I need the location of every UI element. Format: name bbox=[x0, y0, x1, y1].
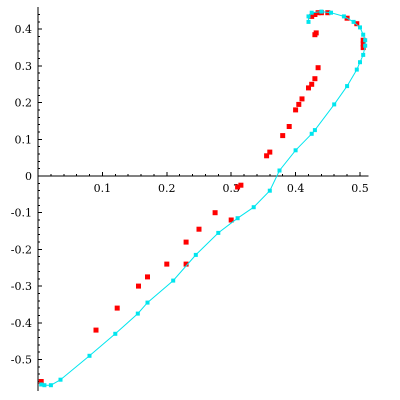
data-point bbox=[306, 19, 311, 24]
data-point bbox=[48, 383, 53, 388]
data-point bbox=[39, 382, 44, 387]
data-point bbox=[299, 96, 305, 102]
data-point bbox=[183, 261, 189, 267]
data-point bbox=[309, 131, 314, 136]
data-point bbox=[114, 305, 120, 311]
data-point bbox=[315, 10, 321, 16]
data-point bbox=[93, 327, 99, 333]
data-point bbox=[345, 84, 350, 89]
data-point bbox=[293, 107, 299, 113]
y-tick-label: 0.1 bbox=[15, 133, 33, 146]
data-point bbox=[306, 85, 311, 91]
data-point bbox=[341, 14, 346, 19]
data-point bbox=[351, 19, 356, 24]
y-tick-label: -0.2 bbox=[11, 243, 32, 256]
data-point bbox=[235, 216, 240, 221]
data-point bbox=[136, 283, 141, 289]
y-tick-label: 0.3 bbox=[15, 60, 33, 73]
data-point bbox=[354, 21, 360, 27]
data-point bbox=[171, 278, 176, 283]
data-point bbox=[286, 124, 292, 129]
data-point bbox=[361, 32, 366, 37]
data-point bbox=[312, 12, 318, 17]
data-point bbox=[38, 379, 44, 384]
data-point bbox=[228, 217, 234, 223]
data-point bbox=[193, 252, 198, 257]
data-point bbox=[329, 10, 333, 15]
data-point bbox=[332, 102, 337, 107]
data-point bbox=[358, 25, 362, 30]
data-point bbox=[145, 274, 150, 280]
data-point bbox=[309, 10, 314, 15]
data-point bbox=[277, 168, 282, 173]
data-point bbox=[251, 205, 256, 210]
data-point bbox=[363, 38, 368, 43]
data-point bbox=[312, 128, 317, 133]
data-point bbox=[212, 210, 218, 216]
x-tick-label: 0.2 bbox=[158, 182, 176, 195]
data-point bbox=[315, 65, 321, 71]
series-1 bbox=[39, 9, 368, 388]
data-point bbox=[58, 377, 63, 382]
data-point bbox=[42, 383, 47, 388]
data-point bbox=[293, 148, 298, 153]
data-point bbox=[264, 153, 270, 159]
x-tick-label: 0.4 bbox=[287, 182, 305, 195]
data-point bbox=[306, 14, 311, 19]
data-point bbox=[267, 188, 272, 193]
data-point bbox=[280, 133, 286, 139]
axes bbox=[37, 6, 369, 391]
data-point bbox=[196, 226, 202, 232]
data-point bbox=[313, 30, 319, 36]
data-point bbox=[145, 300, 150, 305]
data-point bbox=[309, 81, 315, 87]
data-point bbox=[354, 67, 359, 72]
data-point bbox=[113, 331, 118, 336]
x-tick-label: 0.1 bbox=[94, 182, 112, 195]
x-tick-label: 0.5 bbox=[351, 182, 369, 195]
ticks: 0.1 0.2 0.3 0.4 0.50.40.30.20.10-0.1-0.2-0.3… bbox=[11, 14, 369, 383]
y-tick-label: 0 bbox=[25, 170, 32, 183]
data-point bbox=[87, 353, 92, 358]
y-tick-label: -0.1 bbox=[11, 207, 32, 220]
data-point bbox=[216, 230, 221, 235]
data-point bbox=[363, 43, 368, 48]
data-point bbox=[135, 311, 140, 316]
y-tick-label: 0.4 bbox=[15, 23, 33, 36]
data-point bbox=[238, 182, 244, 188]
data-point bbox=[267, 149, 273, 155]
data-point bbox=[309, 13, 315, 19]
data-point bbox=[319, 9, 324, 14]
y-tick-label: -0.4 bbox=[11, 317, 32, 330]
y-tick-label: 0.2 bbox=[15, 97, 33, 110]
data-point bbox=[235, 184, 241, 190]
data-point bbox=[361, 52, 366, 57]
data-point bbox=[358, 60, 362, 65]
data-point bbox=[183, 239, 189, 245]
series bbox=[38, 9, 368, 388]
y-tick-label: -0.3 bbox=[11, 280, 32, 293]
y-tick-label: -0.5 bbox=[11, 354, 32, 367]
data-point bbox=[296, 101, 302, 107]
data-point bbox=[164, 261, 170, 267]
data-point bbox=[312, 76, 318, 82]
series-0 bbox=[38, 10, 366, 384]
